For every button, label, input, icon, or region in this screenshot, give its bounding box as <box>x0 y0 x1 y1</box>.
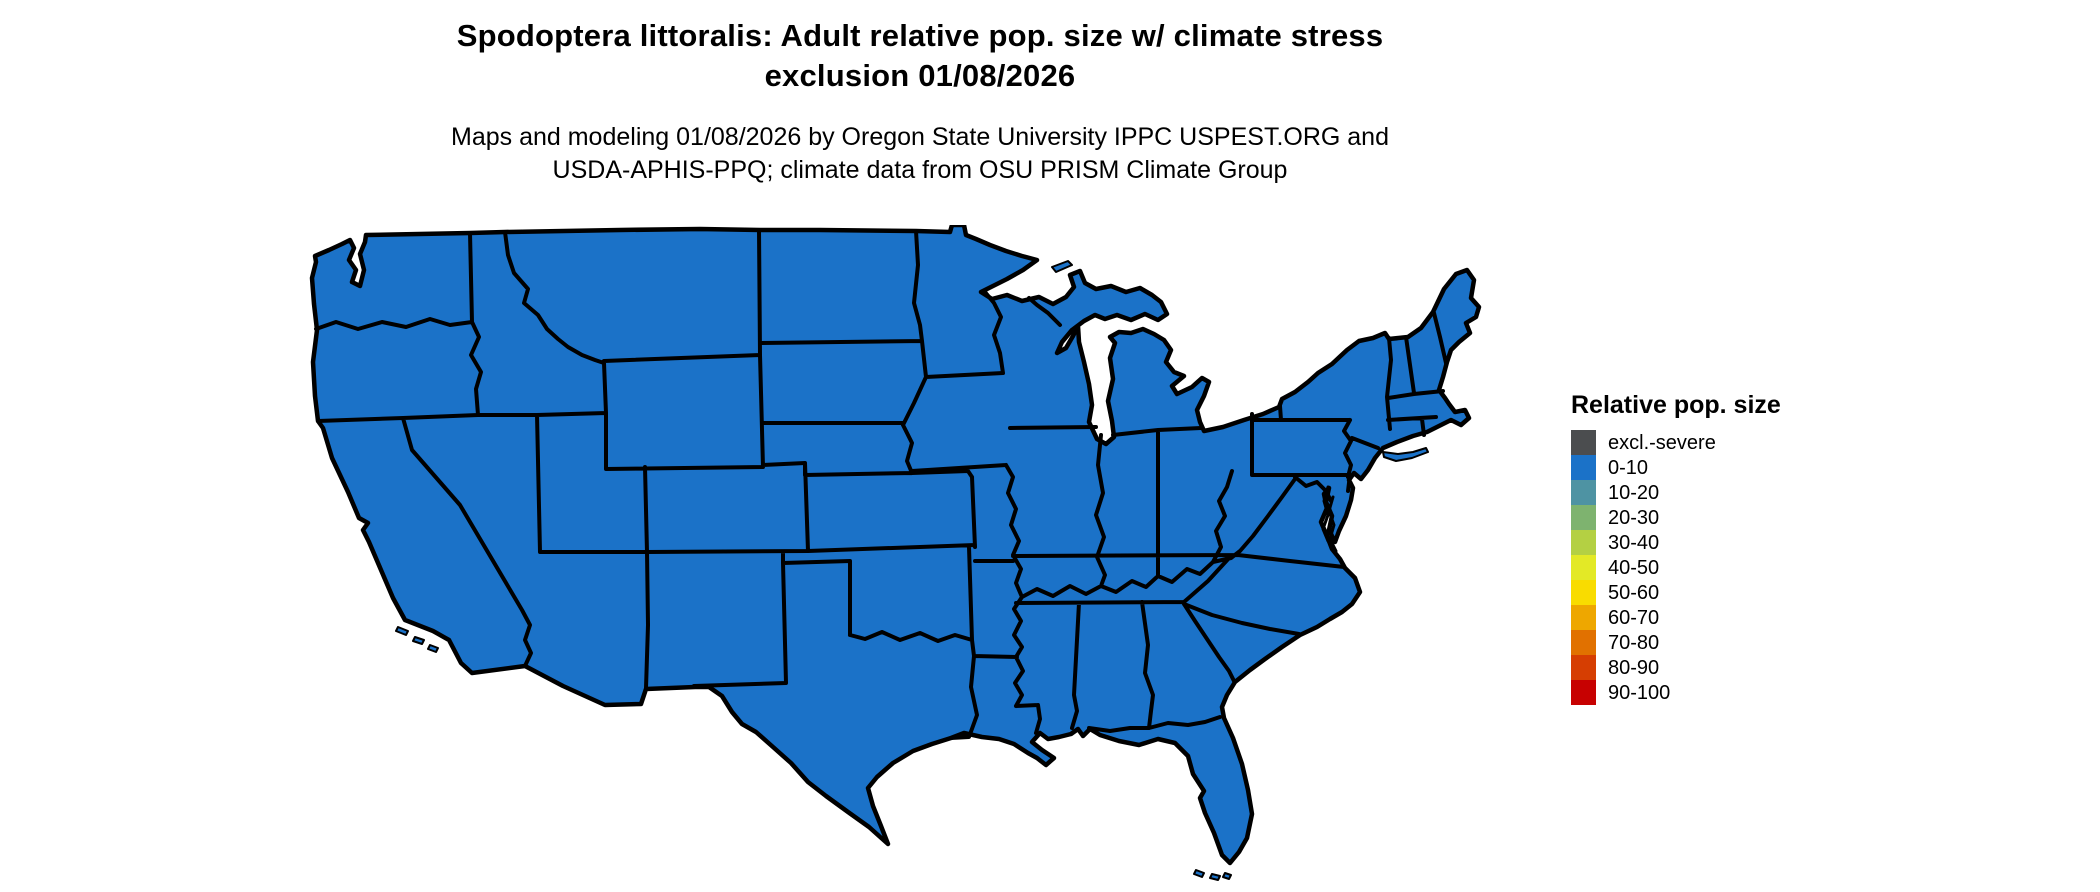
legend-label: 0-10 <box>1608 456 1649 479</box>
legend-item-10-20: 10-20 <box>1571 480 1831 505</box>
map-title-line1: Spodoptera littoralis: Adult relative po… <box>456 18 1384 53</box>
legend-swatch-20-30 <box>1571 505 1596 530</box>
legend-item-excl.-severe: excl.-severe <box>1571 430 1831 455</box>
legend-swatch-50-60 <box>1571 580 1596 605</box>
map-subtitle-line2: USDA-APHIS-PPQ; climate data from OSU PR… <box>552 156 1288 184</box>
legend-label: 20-30 <box>1608 506 1660 529</box>
map-title-line2: exclusion 01/08/2026 <box>764 58 1076 93</box>
legend-swatch-0-10 <box>1571 455 1596 480</box>
legend-label: 50-60 <box>1608 581 1660 604</box>
legend-label: excl.-severe <box>1608 431 1716 454</box>
legend-label: 90-100 <box>1608 681 1671 704</box>
legend-item-30-40: 30-40 <box>1571 530 1831 555</box>
legend-item-60-70: 60-70 <box>1571 605 1831 630</box>
legend-label: 10-20 <box>1608 481 1660 504</box>
us-map-svg <box>309 222 1482 881</box>
legend-swatch-40-50 <box>1571 555 1596 580</box>
legend-item-90-100: 90-100 <box>1571 680 1831 705</box>
map-title: Spodoptera littoralis: Adult relative po… <box>0 16 1840 96</box>
legend-item-40-50: 40-50 <box>1571 555 1831 580</box>
legend-swatch-60-70 <box>1571 605 1596 630</box>
map-subtitle-line1: Maps and modeling 01/08/2026 by Oregon S… <box>451 123 1389 151</box>
legend-item-80-90: 80-90 <box>1571 655 1831 680</box>
legend-items: excl.-severe 0-10 10-20 20-30 30-40 40-50 50-6… <box>1571 430 1831 705</box>
legend-label: 80-90 <box>1608 656 1660 679</box>
legend-label: 30-40 <box>1608 531 1660 554</box>
legend-item-0-10: 0-10 <box>1571 455 1831 480</box>
chesapeake-bay-lines <box>1321 485 1338 553</box>
legend-label: 60-70 <box>1608 606 1660 629</box>
legend-item-70-80: 70-80 <box>1571 630 1831 655</box>
state-borders <box>314 228 1448 740</box>
islands <box>395 260 1429 881</box>
legend-swatch-10-20 <box>1571 480 1596 505</box>
legend-swatch-70-80 <box>1571 630 1596 655</box>
us-choropleth-map <box>300 222 1560 885</box>
us-landmass <box>309 222 1482 866</box>
map-subtitle: Maps and modeling 01/08/2026 by Oregon S… <box>0 121 1840 187</box>
legend-swatch-excl.-severe <box>1571 430 1596 455</box>
legend-item-50-60: 50-60 <box>1571 580 1831 605</box>
legend-title: Relative pop. size <box>1571 391 1781 419</box>
legend-swatch-90-100 <box>1571 680 1596 705</box>
legend-item-20-30: 20-30 <box>1571 505 1831 530</box>
legend-label: 70-80 <box>1608 631 1660 654</box>
legend-swatch-30-40 <box>1571 530 1596 555</box>
legend-swatch-80-90 <box>1571 655 1596 680</box>
legend: Relative pop. size excl.-severe 0-10 10-20… <box>1571 392 1831 705</box>
legend-label: 40-50 <box>1608 556 1660 579</box>
